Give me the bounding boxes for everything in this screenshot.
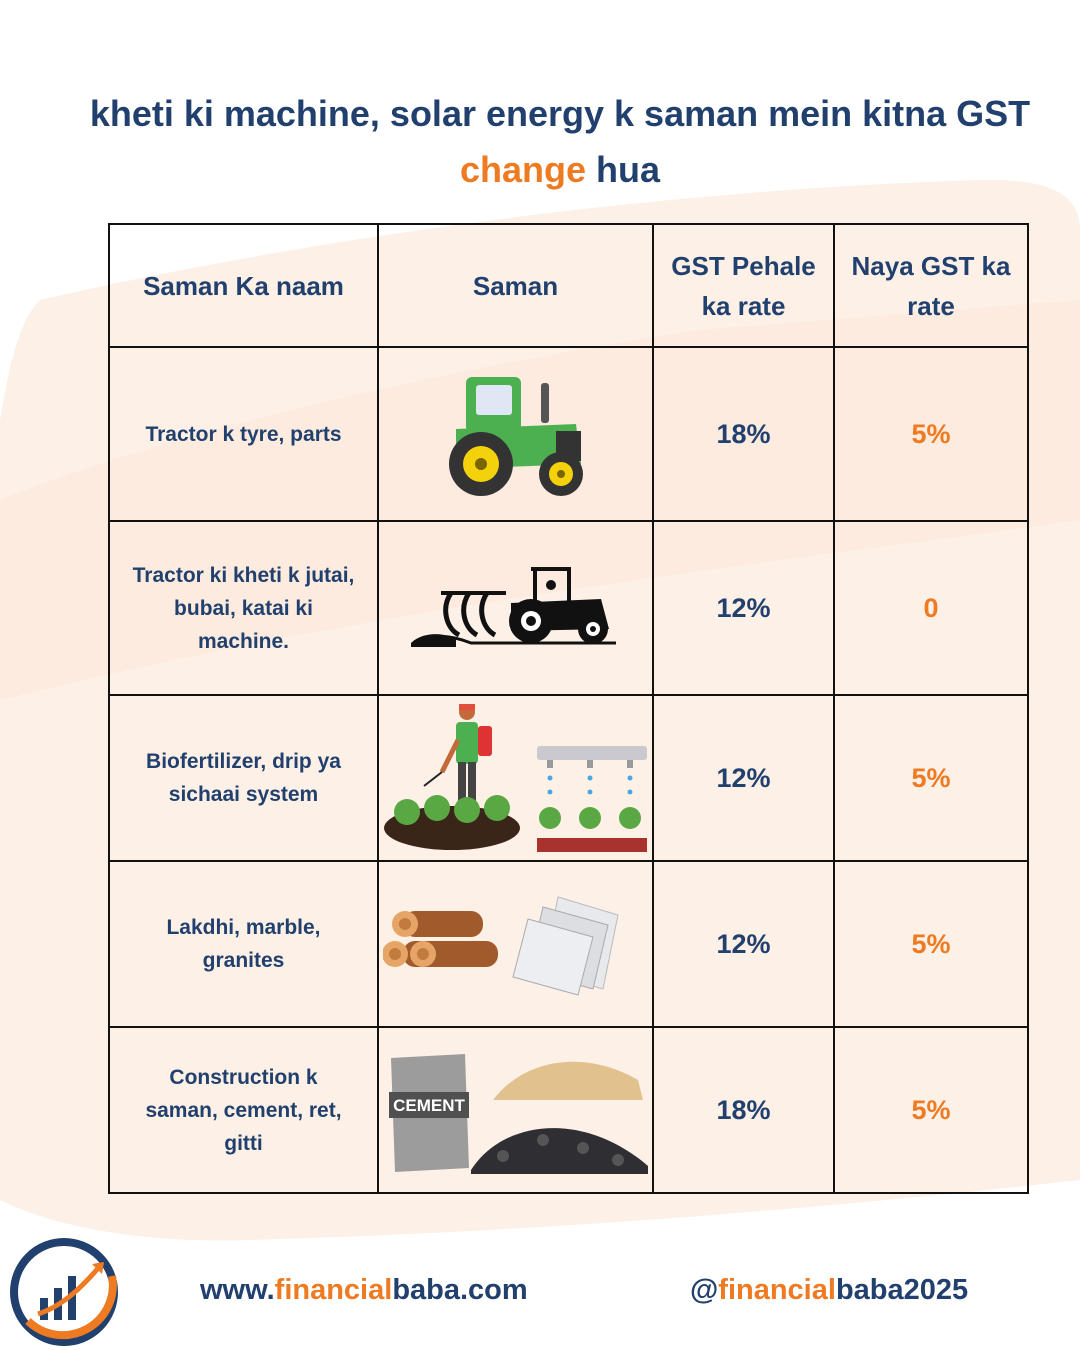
row-item-image	[377, 860, 654, 1028]
table-row: Construction k saman, cement, ret, gitti…	[108, 1026, 1029, 1194]
row-item-image	[377, 520, 654, 696]
page-title: kheti ki machine, solar energy k saman m…	[60, 86, 1060, 198]
gst-rate-table: Saman Ka naam Saman GST Pehale ka rate N…	[108, 223, 1029, 1194]
header-naya-gst: Naya GST ka rate	[833, 223, 1029, 348]
row-old-rate: 12%	[652, 520, 835, 696]
site-highlight: financial	[274, 1274, 393, 1306]
row-new-rate: 5%	[833, 860, 1029, 1028]
table-header-row: Saman Ka naam Saman GST Pehale ka rate N…	[108, 223, 1029, 348]
row-item-name: Construction k saman, cement, ret, gitti	[108, 1026, 379, 1194]
footer-social-handle[interactable]: @financialbaba2025	[690, 1274, 968, 1307]
tractor-plough-icon	[410, 567, 616, 647]
row-old-rate: 18%	[652, 1026, 835, 1194]
title-line-2-rest: hua	[586, 149, 661, 190]
header-gst-pehale: GST Pehale ka rate	[652, 223, 835, 348]
title-line-2: change hua	[60, 142, 1060, 198]
table-row: Tractor k tyre, parts 18% 5%	[108, 346, 1029, 522]
financialbaba-logo-icon	[10, 1238, 118, 1346]
table-row: Lakdhi, marble, granites 12% 5%	[108, 860, 1029, 1028]
farmer-sprayer-drip-icon	[383, 704, 647, 852]
row-new-rate: 5%	[833, 346, 1029, 522]
row-new-rate: 0	[833, 520, 1029, 696]
row-old-rate: 12%	[652, 860, 835, 1028]
title-highlight: change	[459, 149, 587, 190]
title-line-1: kheti ki machine, solar energy k saman m…	[89, 93, 1031, 134]
footer-website[interactable]: www.financialbaba.com	[200, 1274, 528, 1307]
handle-rest: baba2025	[835, 1274, 969, 1306]
header-saman-ka-naam: Saman Ka naam	[108, 223, 379, 348]
handle-prefix: @	[690, 1274, 719, 1306]
row-item-image	[377, 346, 654, 522]
site-middle: baba	[392, 1274, 460, 1306]
row-item-name: Lakdhi, marble, granites	[108, 860, 379, 1028]
row-new-rate: 5%	[833, 1026, 1029, 1194]
row-old-rate: 12%	[652, 694, 835, 862]
row-item-image	[377, 694, 654, 862]
table-row: Biofertilizer, drip ya sichaai system	[108, 694, 1029, 862]
row-item-name: Biofertilizer, drip ya sichaai system	[108, 694, 379, 862]
table-row: Tractor ki kheti k jutai, bubai, katai k…	[108, 520, 1029, 696]
site-prefix: www.	[200, 1274, 275, 1306]
row-new-rate: 5%	[833, 694, 1029, 862]
cement-sand-gravel-icon: CEMENT	[389, 1054, 648, 1174]
logs-and-tiles-icon	[383, 896, 619, 996]
row-item-name: Tractor ki kheti k jutai, bubai, katai k…	[108, 520, 379, 696]
header-saman: Saman	[377, 223, 654, 348]
handle-highlight: financial	[718, 1274, 836, 1306]
cement-bag-label: CEMENT	[393, 1096, 465, 1115]
green-tractor-icon	[448, 377, 583, 496]
row-item-name: Tractor k tyre, parts	[108, 346, 379, 522]
row-old-rate: 18%	[652, 346, 835, 522]
site-suffix: .com	[460, 1274, 528, 1306]
row-item-image: CEMENT	[377, 1026, 654, 1194]
